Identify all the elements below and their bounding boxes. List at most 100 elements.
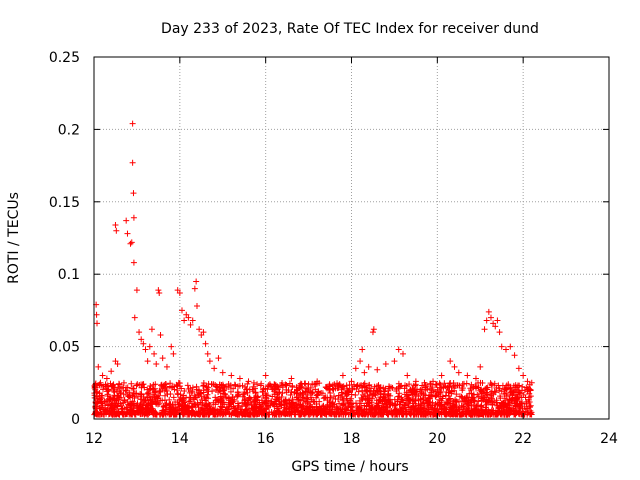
x-axis-label: GPS time / hours: [291, 459, 408, 475]
band-point: [161, 409, 168, 416]
band-point: [151, 389, 158, 396]
data-point: [129, 120, 136, 127]
band-point: [195, 411, 202, 418]
band-point: [255, 411, 262, 418]
band-point: [222, 406, 229, 413]
band-point: [179, 409, 186, 416]
data-point: [185, 314, 192, 321]
data-point: [138, 336, 145, 343]
band-point: [176, 397, 183, 404]
band-point: [297, 401, 304, 408]
band-point: [184, 411, 191, 418]
data-point: [159, 355, 166, 362]
band-point: [179, 398, 186, 405]
band-point: [521, 387, 528, 394]
band-point: [409, 389, 416, 396]
band-point: [199, 402, 206, 409]
band-point: [480, 387, 487, 394]
data-point: [421, 379, 428, 386]
band-point: [102, 398, 109, 405]
band-point: [181, 399, 188, 406]
data-point: [155, 287, 162, 294]
band-point: [429, 399, 436, 406]
data-point: [94, 320, 101, 327]
band-point: [474, 391, 481, 398]
data-point: [131, 314, 138, 321]
band-point: [512, 384, 519, 391]
data-point: [219, 369, 226, 376]
band-point: [516, 400, 523, 407]
data-point: [507, 343, 514, 350]
band-point: [289, 396, 296, 403]
band-point: [120, 409, 127, 416]
band-point: [428, 387, 435, 394]
band-point: [490, 410, 497, 417]
band-point: [160, 383, 167, 390]
band-point: [374, 388, 381, 395]
band-point: [432, 388, 439, 395]
band-point: [427, 391, 434, 398]
band-point: [214, 411, 221, 418]
band-point: [304, 396, 311, 403]
band-point: [461, 396, 468, 403]
band-point: [346, 397, 353, 404]
data-point: [148, 326, 155, 333]
band-point: [192, 401, 199, 408]
data-point: [412, 378, 419, 385]
band-point: [487, 411, 494, 418]
band-point: [297, 380, 304, 387]
data-point: [168, 343, 175, 350]
band-point: [352, 392, 359, 399]
band-point: [487, 380, 494, 387]
band-point: [142, 402, 149, 409]
x-tick-label: 14: [171, 431, 189, 447]
band-point: [266, 409, 273, 416]
band-point: [513, 397, 520, 404]
band-point: [122, 387, 129, 394]
x-tick-label: 12: [85, 431, 103, 447]
data-point: [322, 384, 329, 391]
band-point: [205, 380, 212, 387]
band-point: [329, 399, 336, 406]
band-point: [525, 396, 532, 403]
data-point: [395, 346, 402, 353]
band-point: [158, 410, 165, 417]
band-point: [200, 387, 207, 394]
band-point: [366, 391, 373, 398]
band-point: [462, 409, 469, 416]
data-point: [130, 214, 137, 221]
band-point: [437, 388, 444, 395]
band-point: [289, 382, 296, 389]
band-point: [443, 388, 450, 395]
band-point: [374, 411, 381, 418]
band-point: [384, 404, 391, 411]
band-point: [513, 403, 520, 410]
band-point: [107, 402, 114, 409]
band-point: [370, 408, 377, 415]
band-point: [459, 403, 466, 410]
band-point: [369, 392, 376, 399]
y-tick-label: 0.2: [58, 122, 80, 138]
data-point: [520, 372, 527, 379]
band-point: [275, 405, 282, 412]
data-point: [128, 239, 135, 246]
band-point: [153, 394, 160, 401]
data-point: [124, 230, 131, 237]
band-point: [488, 395, 495, 402]
data-point: [206, 358, 213, 365]
data-point: [156, 290, 163, 297]
band-point: [420, 405, 427, 412]
band-point: [447, 395, 454, 402]
band-point: [437, 402, 444, 409]
data-point: [271, 381, 278, 388]
band-point: [463, 380, 470, 387]
band-point: [361, 393, 368, 400]
band-point: [497, 395, 504, 402]
band-point: [516, 382, 523, 389]
band-point: [527, 387, 534, 394]
band-point: [270, 410, 277, 417]
data-point: [438, 372, 445, 379]
band-point: [409, 397, 416, 404]
band-point: [191, 396, 198, 403]
band-point: [427, 411, 434, 418]
